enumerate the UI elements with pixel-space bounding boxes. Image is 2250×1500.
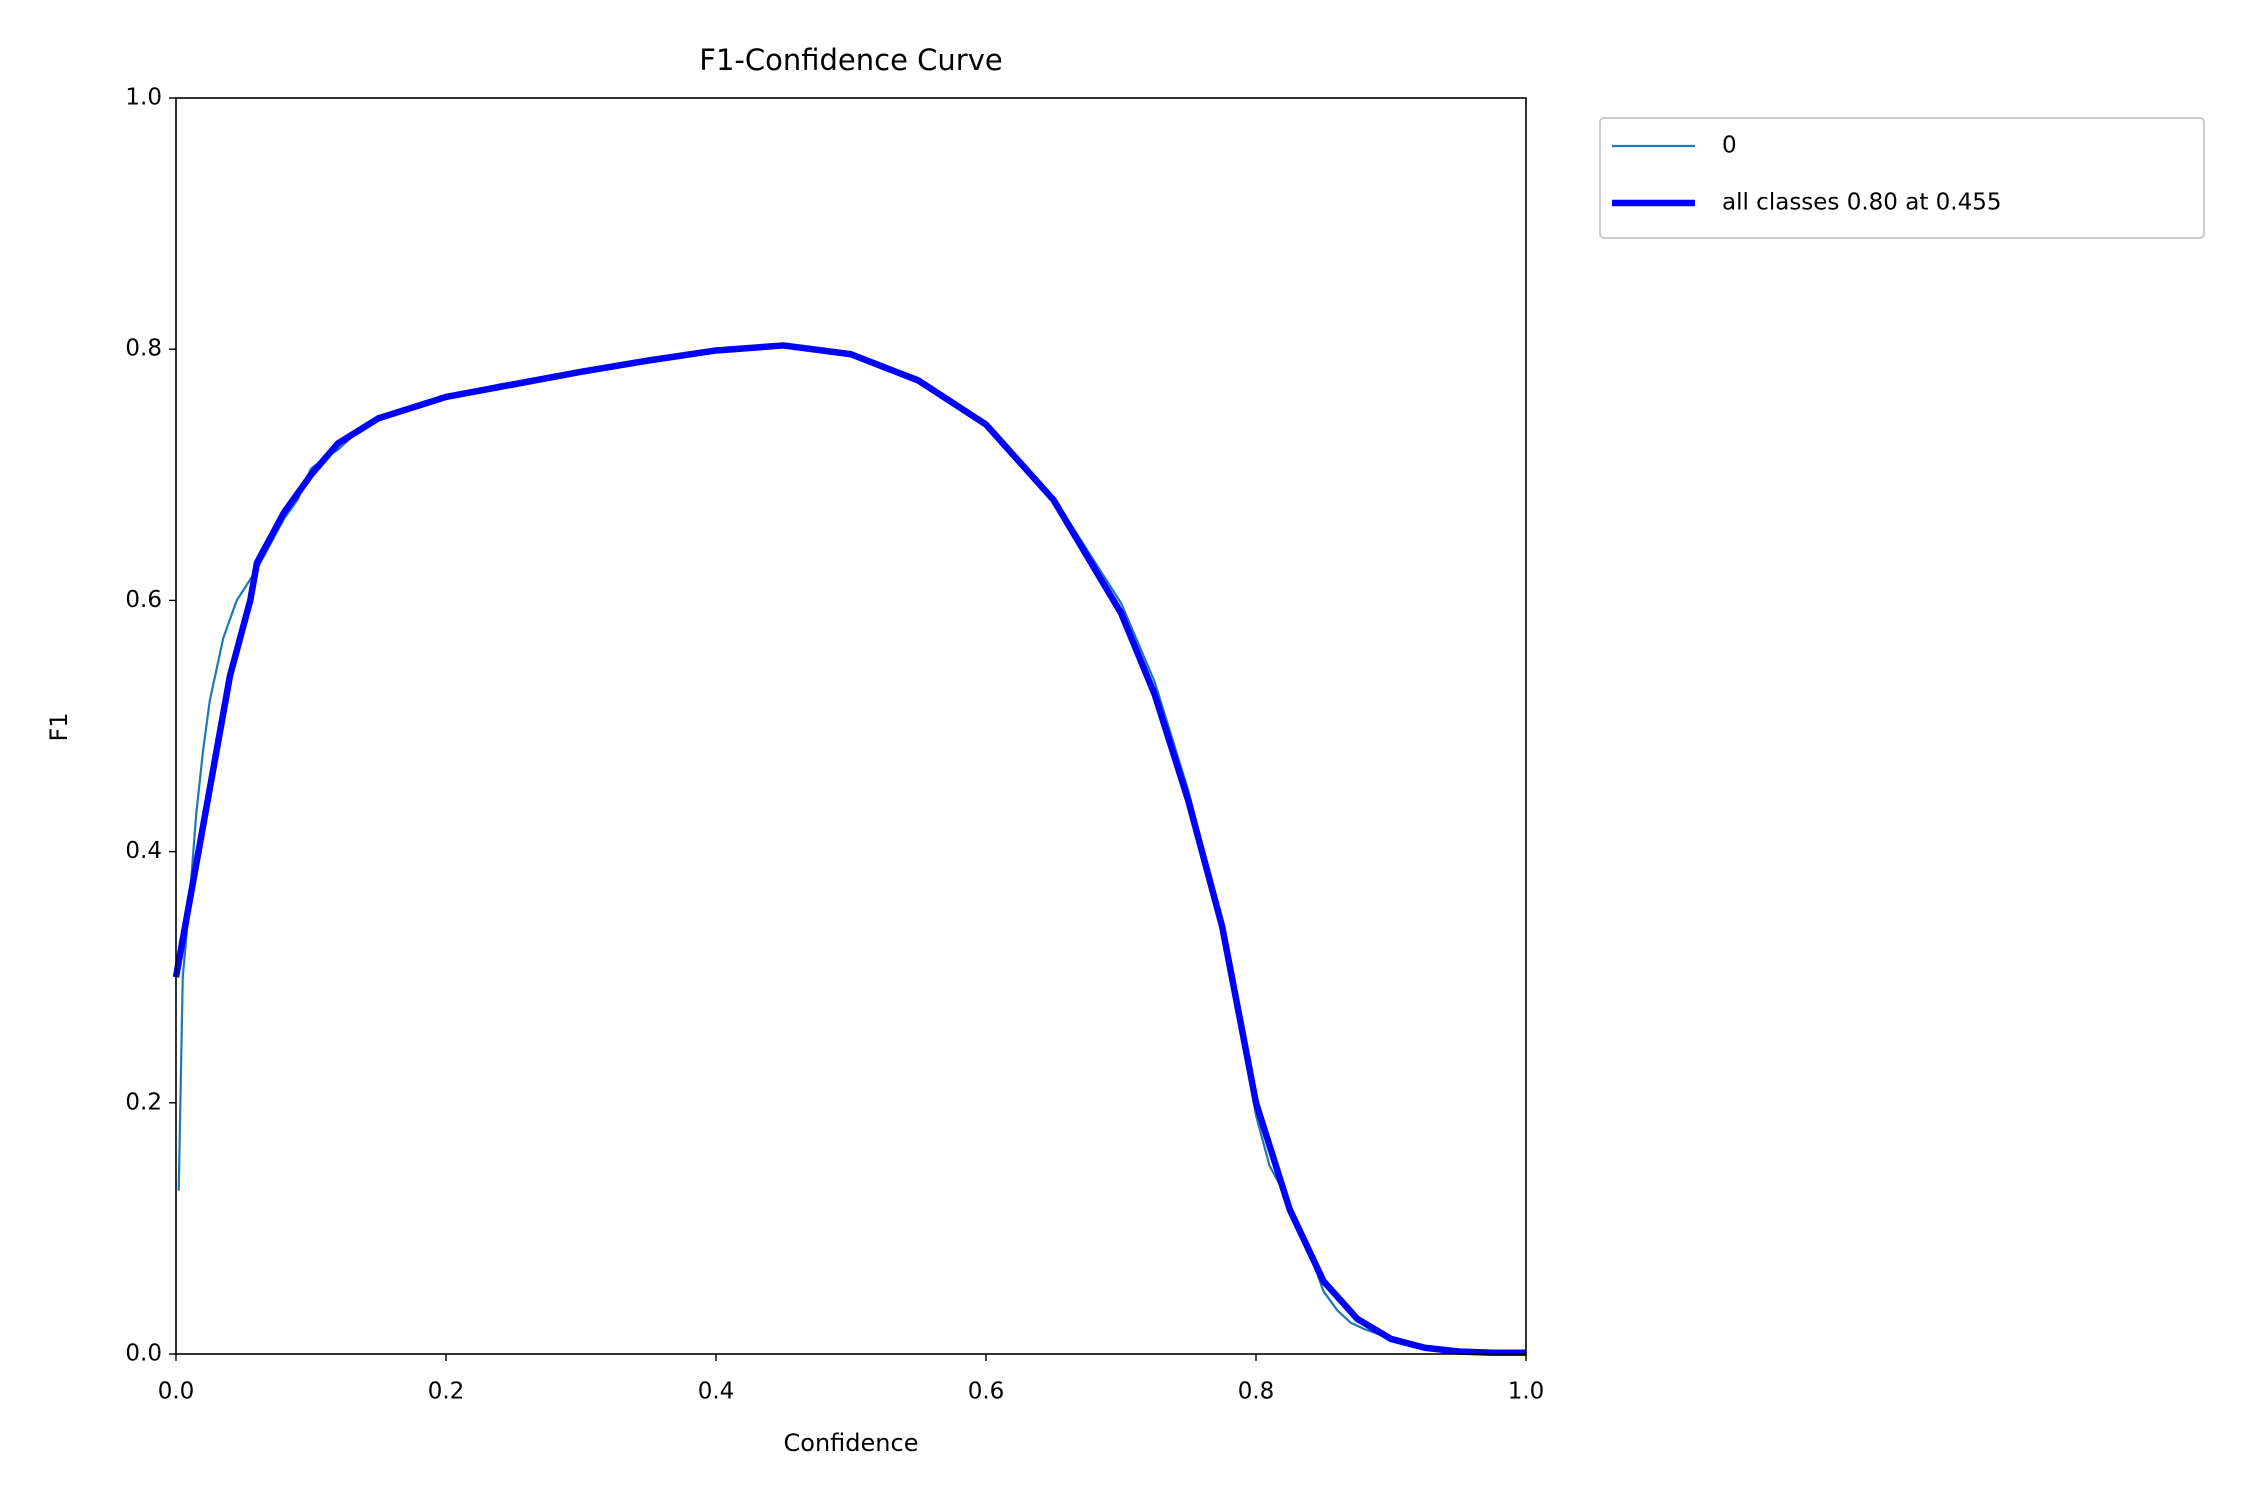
legend-label: 0 [1722, 133, 1737, 159]
y-tick-label: 0.2 [125, 1089, 162, 1115]
x-tick-label: 0.2 [428, 1379, 465, 1405]
legend: 0 all classes 0.80 at 0.455 [1599, 117, 2205, 239]
y-axis-label: F1 [45, 712, 73, 741]
y-tick-label: 0.4 [125, 838, 162, 864]
y-tick-label: 1.0 [125, 85, 162, 111]
x-tick-label: 0.8 [1238, 1379, 1275, 1405]
x-tick-label: 1.0 [1508, 1379, 1545, 1405]
x-tick-label: 0.4 [698, 1379, 735, 1405]
x-axis-label: Confidence [784, 1429, 919, 1457]
series-line [177, 343, 1527, 1356]
y-tick-label: 0.0 [125, 1341, 162, 1367]
legend-box [1599, 117, 2205, 239]
series-line [172, 342, 1526, 1356]
legend-label: all classes 0.80 at 0.455 [1722, 190, 2002, 216]
axes-frame [175, 97, 1527, 1355]
y-tick-label: 0.8 [125, 336, 162, 362]
x-tick-label: 0.0 [158, 1379, 195, 1405]
y-tick-label: 0.6 [125, 587, 162, 613]
plot-area [172, 342, 1527, 1356]
chart-title: F1-Confidence Curve [699, 43, 1002, 77]
x-tick-label: 0.6 [968, 1379, 1005, 1405]
